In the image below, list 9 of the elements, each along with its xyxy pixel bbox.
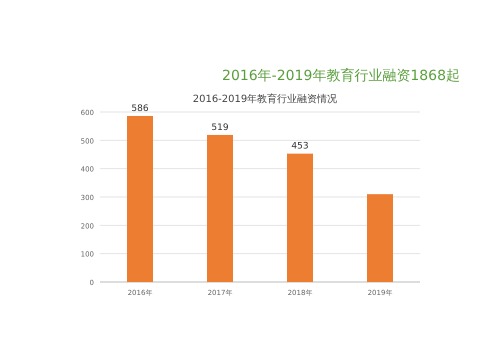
bar <box>287 154 313 282</box>
bar <box>207 134 233 282</box>
bar <box>127 116 153 282</box>
data-label: 453 <box>291 142 309 152</box>
data-label: 519 <box>211 122 229 133</box>
bar <box>367 194 393 282</box>
chart-title: 2016年-2019年教育行业融资1868起 <box>222 67 460 84</box>
chart-subtitle: 2016-2019年教育行业融资情况 <box>192 93 338 105</box>
data-label: 586 <box>131 104 149 114</box>
